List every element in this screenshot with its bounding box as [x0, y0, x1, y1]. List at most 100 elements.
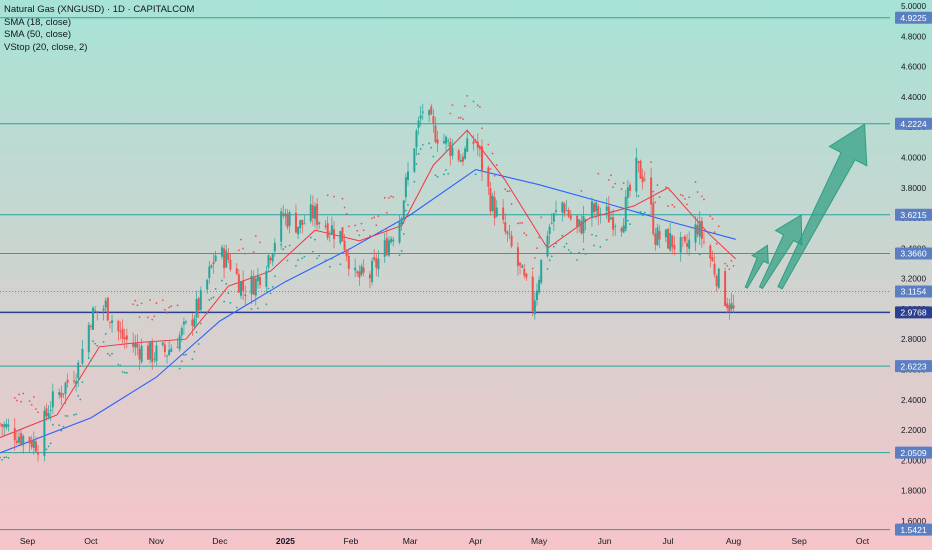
candle-body: [628, 184, 631, 191]
vstop-dot: [134, 299, 137, 302]
level-label-3.3660: 3.3660: [900, 249, 927, 259]
vstop-dot: [523, 232, 526, 235]
candle-body: [449, 141, 452, 156]
candle: [580, 213, 583, 235]
candle: [430, 103, 433, 116]
candle-body: [538, 279, 541, 293]
vstop-dot: [732, 265, 735, 267]
candle: [436, 130, 439, 152]
y-tick-label: 4.0000: [901, 153, 926, 162]
vstop-dot: [132, 303, 135, 306]
candle-body: [491, 195, 494, 211]
candle: [92, 306, 95, 330]
vstop-dot: [517, 222, 519, 225]
x-tick-label: Nov: [149, 536, 165, 546]
y-tick-label: 3.2000: [901, 275, 926, 284]
vstop-dot: [656, 184, 659, 186]
vstop-dot: [271, 286, 274, 288]
vstop-dot: [464, 105, 466, 107]
candle-body: [140, 345, 143, 363]
vstop-dot: [155, 302, 158, 304]
vstop-dot: [506, 190, 509, 193]
candle: [333, 221, 336, 249]
candle-body: [195, 298, 198, 318]
candle: [316, 198, 319, 232]
candle-body: [432, 116, 435, 124]
candle: [282, 205, 285, 219]
vstop-dot: [214, 288, 217, 290]
vstop-dot: [546, 268, 549, 270]
vstop-dot: [561, 234, 564, 237]
candle: [229, 253, 232, 272]
candle-body: [580, 221, 583, 234]
y-tick-label: 4.8000: [901, 32, 926, 41]
candle-body: [212, 261, 215, 265]
candle-body: [34, 441, 37, 452]
candle: [561, 201, 564, 222]
candle: [3, 421, 6, 436]
legend-sma50: SMA (50, close): [4, 29, 72, 40]
candle-body: [182, 321, 185, 325]
candle-body: [493, 197, 496, 219]
candle-body: [612, 217, 615, 230]
vstop-dot: [428, 142, 431, 145]
candle-body: [516, 247, 519, 266]
vstop-dot: [703, 198, 705, 201]
vstop-dot: [197, 343, 200, 345]
vstop-dot: [686, 203, 688, 206]
candle: [552, 212, 555, 231]
vstop-dot: [688, 196, 691, 199]
x-tick-label: Oct: [856, 536, 870, 546]
candle: [37, 445, 40, 462]
vstop-dot: [345, 213, 348, 215]
candle-body: [656, 227, 659, 246]
vstop-dot: [582, 248, 585, 251]
candle: [654, 227, 657, 251]
vstop-dot: [432, 155, 435, 158]
candle: [669, 223, 672, 253]
candle-body: [476, 141, 479, 148]
candle-body: [436, 139, 439, 144]
candle-body: [259, 276, 262, 285]
candle-body: [567, 210, 570, 217]
candle: [330, 216, 333, 236]
candle: [535, 283, 538, 306]
vstop-dot: [30, 403, 33, 406]
candle-body: [301, 219, 304, 225]
legend-instrument: Natural Gas (XNGUSD) · 1D · CAPITALCOM: [4, 4, 195, 15]
vstop-dot: [180, 360, 183, 363]
candle: [199, 286, 202, 314]
candle-body: [32, 439, 35, 448]
vstop-dot: [354, 224, 357, 227]
candle: [60, 385, 63, 406]
level-label-bg-2.0509: [895, 446, 932, 459]
vstop-dot: [671, 203, 674, 206]
candle-body: [20, 433, 23, 445]
candle: [210, 264, 213, 269]
x-tick-label: Sep: [20, 536, 36, 546]
candle-body: [220, 247, 223, 257]
candle-body: [242, 280, 245, 291]
legend-sma18: SMA (18, close): [4, 16, 72, 28]
vstop-dot: [206, 312, 209, 315]
candle-body: [227, 253, 230, 260]
candle-body: [58, 391, 61, 395]
vstop-dot: [614, 182, 617, 185]
candle-body: [66, 379, 69, 383]
vstop-dot: [282, 248, 285, 251]
x-tick-label: Aug: [726, 536, 742, 546]
candle-body: [309, 204, 312, 222]
candle: [605, 197, 608, 219]
candle-body: [451, 147, 454, 156]
candle: [590, 197, 593, 227]
level-label-2.9768: 2.9768: [900, 308, 927, 318]
candle: [519, 262, 522, 275]
candle-body: [681, 237, 684, 239]
candle-body: [267, 255, 270, 268]
vstop-dot: [0, 456, 1, 459]
candle-body: [686, 243, 689, 247]
candle-body: [256, 275, 259, 282]
candle-body: [341, 227, 344, 242]
